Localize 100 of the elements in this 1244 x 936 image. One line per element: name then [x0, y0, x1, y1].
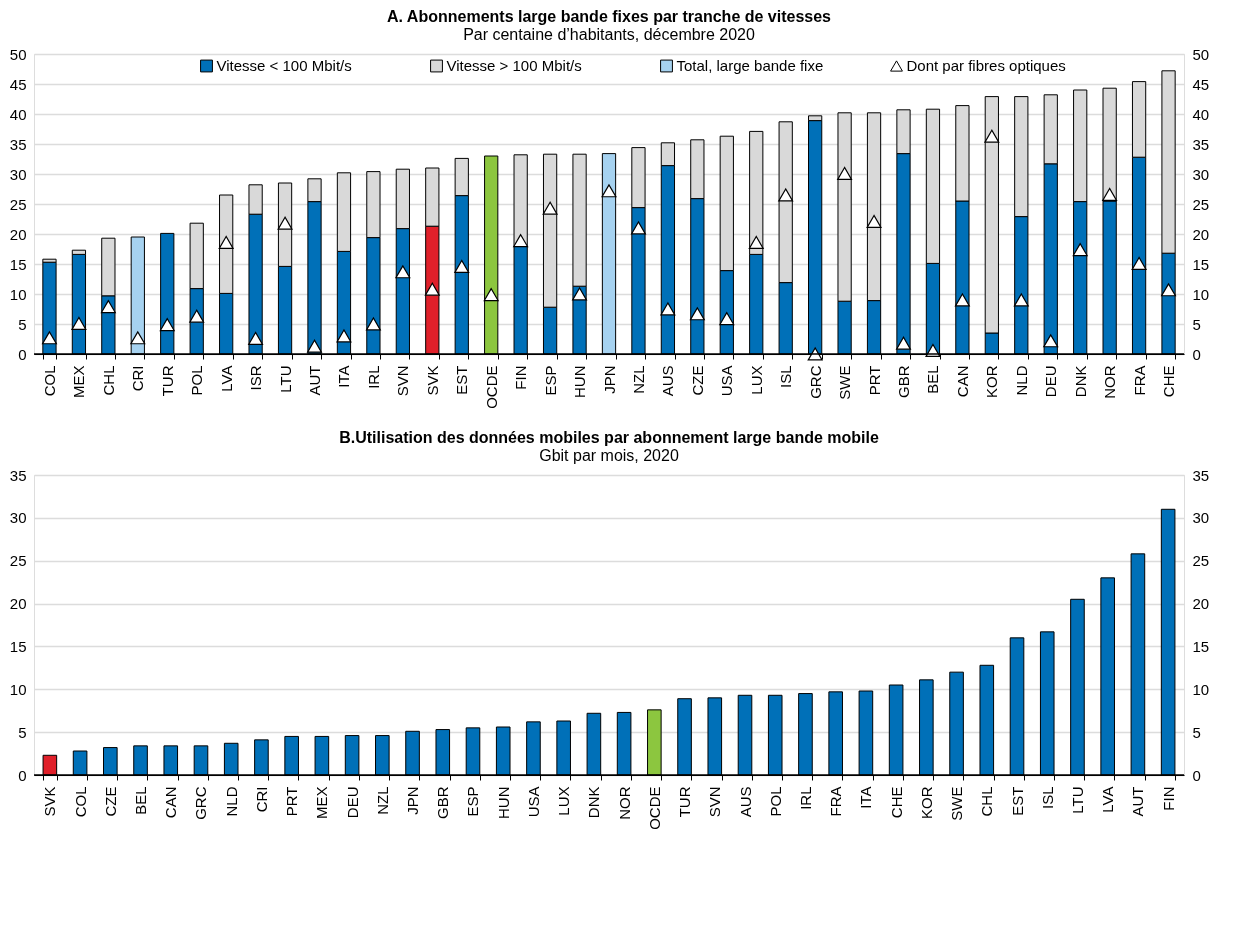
y2-tick-label: 15 [1192, 637, 1210, 655]
x-tick-label: DNK [1071, 365, 1089, 398]
x-tick-label: DNK [585, 786, 603, 819]
y2-tick-label: 45 [1192, 75, 1210, 93]
x-tick-label: FRA [827, 786, 845, 817]
x-tick-label: TUR [158, 365, 176, 397]
x-tick-label: HUN [571, 365, 589, 398]
point [896, 336, 911, 350]
chart-subtitle: Gbit par mois, 2020 [539, 447, 679, 464]
x-tick-label: OCDE [482, 365, 500, 409]
point [424, 282, 440, 296]
y-tick-label: 30 [9, 165, 27, 183]
y-tick-label: 35 [9, 466, 27, 484]
point [454, 259, 470, 273]
point [837, 166, 853, 180]
x-tick-label: ITA [857, 786, 875, 809]
point [807, 347, 823, 361]
x-tick-label: CHE [887, 786, 905, 819]
y-tick-label: 50 [9, 45, 27, 63]
x-tick-label: SVK [423, 365, 441, 396]
x-tick-label: LTU [1068, 786, 1086, 814]
point [395, 265, 411, 279]
x-tick-label: KOR [983, 365, 1001, 399]
x-tick-label: CHL [99, 365, 117, 396]
x-tick-label: MEX [70, 365, 88, 399]
x-tick-label: AUT [1129, 786, 1147, 817]
x-tick-label: SWE [836, 365, 854, 400]
y-tick-label: 10 [9, 680, 27, 698]
x-tick-label: KOR [917, 786, 935, 820]
x-tick-label: PRT [283, 786, 301, 817]
x-tick-label: CHE [1160, 365, 1178, 398]
point [1102, 187, 1118, 201]
point [1043, 334, 1059, 348]
x-tick-label: ISR [247, 365, 265, 391]
x-tick-label: USA [718, 365, 736, 397]
x-tick-label: EST [1008, 786, 1026, 816]
point [1161, 283, 1177, 297]
y-tick-label: 20 [9, 225, 27, 243]
x-tick-label: FIN [512, 365, 530, 390]
point [954, 293, 970, 307]
point [248, 331, 264, 345]
x-tick-label: LUX [747, 365, 765, 395]
x-tick-label: SWE [948, 786, 966, 821]
x-tick-label: CHL [978, 786, 996, 817]
y2-tick-label: 0 [1192, 345, 1201, 363]
x-tick-label: HUN [494, 786, 512, 819]
y2-tick-label: 0 [1192, 766, 1201, 784]
point [307, 339, 322, 353]
x-tick-label: NZL [629, 365, 647, 394]
y2-tick-label: 25 [1192, 552, 1210, 570]
point [513, 234, 529, 248]
chart-title: B.Utilisation des données mobiles par abonnement large bande mobile [339, 429, 879, 446]
x-tick-label: AUT [306, 365, 324, 396]
x-tick-label: MEX [313, 786, 331, 820]
point [100, 300, 116, 314]
x-tick-label: ITA [335, 365, 353, 388]
y-tick-label: 25 [9, 552, 27, 570]
point [630, 221, 646, 235]
point [365, 317, 381, 331]
x-tick-label: SVK [41, 786, 59, 817]
point [778, 188, 794, 202]
x-tick-label: ISL [777, 365, 795, 389]
x-tick-label: SVN [394, 365, 412, 397]
x-tick-label: GRC [192, 786, 210, 820]
x-tick-label: DEU [343, 786, 361, 819]
x-tick-label: CAN [953, 365, 971, 398]
legend-label: Total, large bande fixe [676, 57, 824, 74]
point [218, 235, 234, 249]
y2-tick-label: 10 [1192, 285, 1210, 303]
x-tick-label: POL [188, 365, 206, 396]
point [660, 302, 676, 316]
x-tick-label: AUS [659, 365, 677, 397]
y-tick-label: 10 [9, 285, 27, 303]
legend-label: Vitesse > 100 Mbit/s [446, 57, 582, 74]
x-tick-label: IRL [796, 786, 814, 810]
y-tick-label: 35 [9, 135, 27, 153]
x-tick-label: BEL [924, 365, 942, 394]
x-tick-label: EST [453, 365, 471, 395]
y2-tick-label: 35 [1192, 466, 1210, 484]
y2-tick-label: 30 [1192, 509, 1210, 527]
point [336, 329, 352, 343]
y-tick-label: 20 [9, 595, 27, 613]
x-tick-label: FIN [1159, 786, 1177, 811]
y-tick-label: 45 [9, 75, 27, 93]
x-tick-label: TUR [676, 786, 694, 818]
x-tick-label: PRT [865, 365, 883, 396]
y-tick-label: 0 [18, 345, 27, 363]
point [719, 312, 735, 326]
point [1072, 243, 1088, 257]
x-tick-label: GBR [434, 786, 452, 820]
x-tick-label: LTU [276, 365, 294, 393]
point [71, 316, 87, 330]
x-tick-label: LVA [217, 365, 235, 392]
x-tick-label: CZE [688, 365, 706, 396]
point [1013, 293, 1029, 307]
point [748, 235, 764, 249]
x-tick-label: IRL [364, 365, 382, 389]
y-tick-label: 5 [18, 315, 27, 333]
point [277, 216, 293, 230]
y2-tick-label: 10 [1192, 680, 1210, 698]
